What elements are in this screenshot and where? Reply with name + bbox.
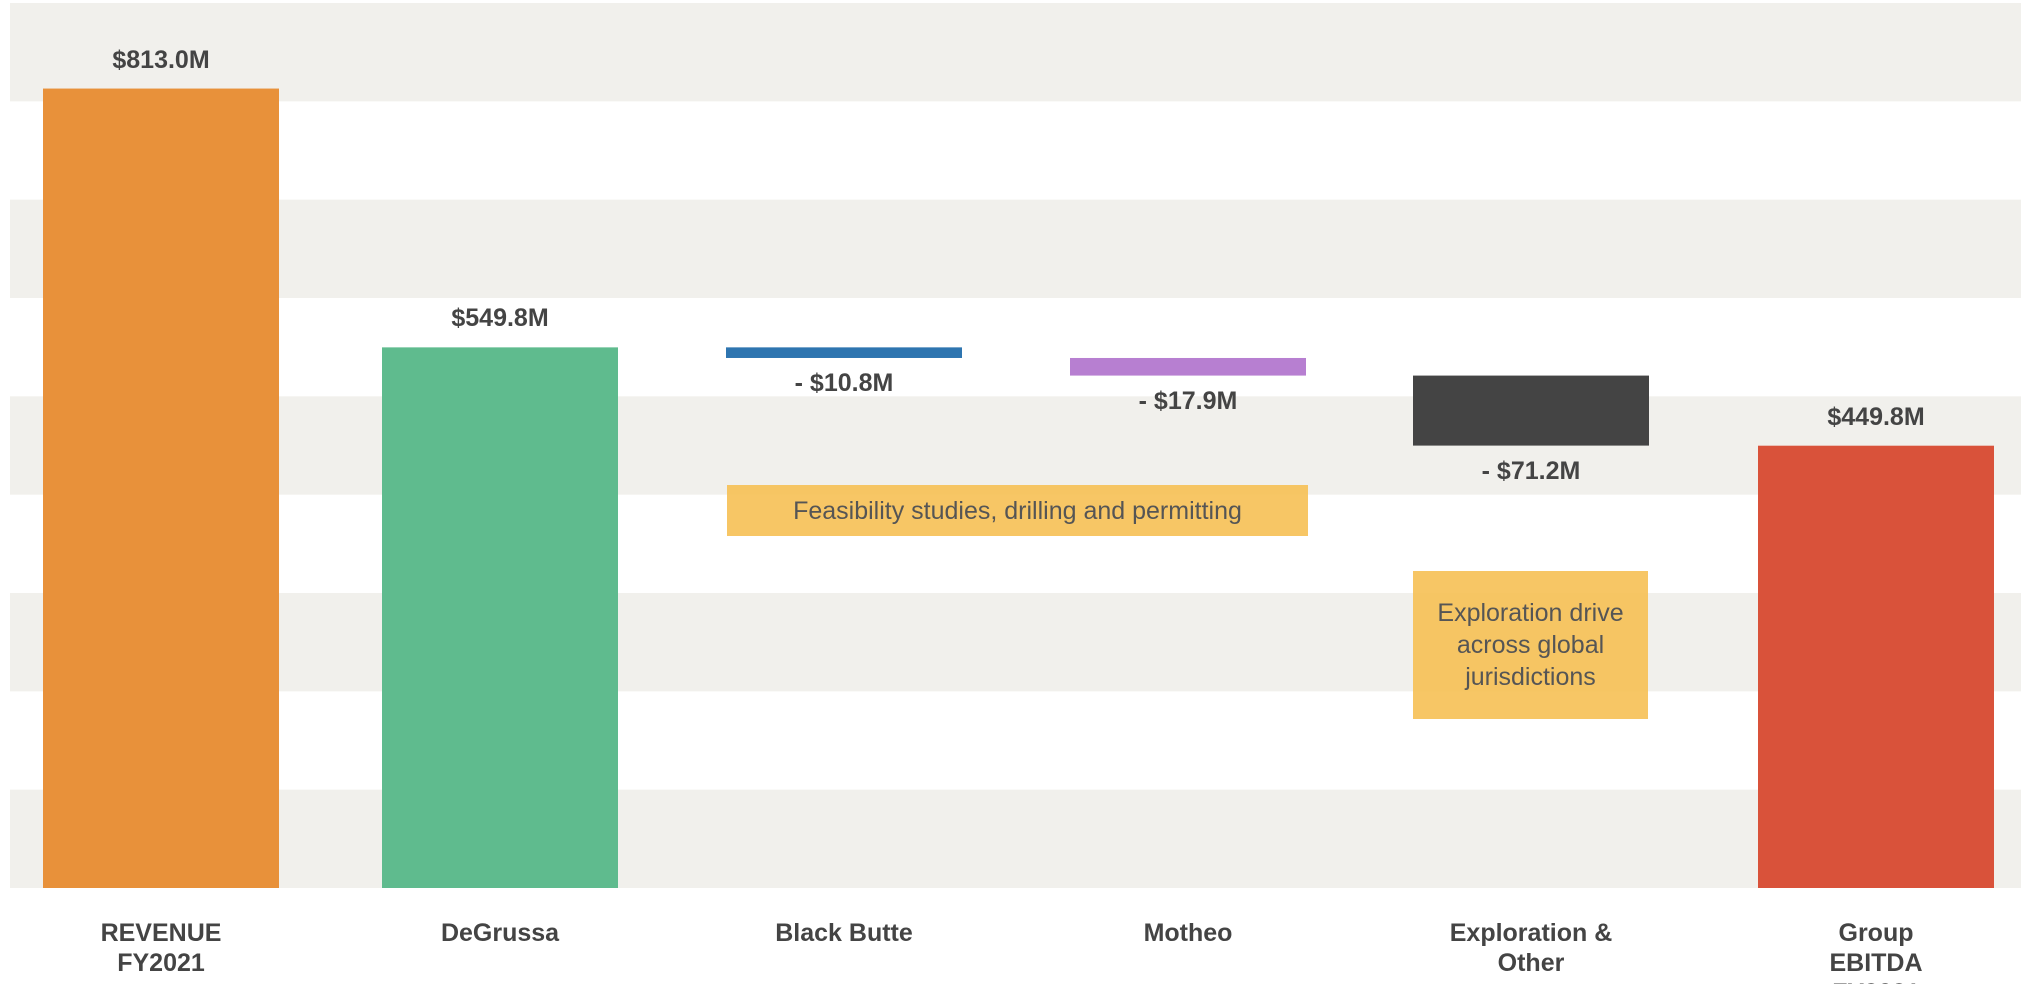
data-label: - $10.8M	[794, 368, 894, 397]
grid-band	[10, 789, 2021, 888]
annotation: Exploration drive across global jurisdic…	[1413, 571, 1648, 719]
bar	[1070, 357, 1306, 376]
bar	[1758, 445, 1994, 888]
grid-band	[10, 396, 2021, 495]
annotation: Feasibility studies, drilling and permit…	[727, 485, 1308, 536]
data-label: $449.8M	[1827, 402, 1925, 431]
x-tick-label: REVENUE FY2021	[100, 919, 222, 977]
x-tick-label: Exploration & Other	[1449, 919, 1613, 977]
bar	[726, 347, 962, 358]
x-tick-label: Motheo	[1143, 919, 1233, 947]
bar	[1413, 375, 1649, 446]
x-tick-label: DeGrussa	[440, 919, 560, 947]
bar	[43, 88, 279, 889]
x-tick-label: Black Butte	[775, 919, 913, 947]
grid-band	[10, 3, 2021, 102]
x-tick-label: Group EBITDA FY2021	[1829, 919, 1923, 984]
grid-band	[10, 593, 2021, 692]
bar	[382, 347, 618, 888]
data-label: - $71.2M	[1481, 456, 1581, 485]
data-label: $549.8M	[451, 304, 549, 333]
data-label: $813.0M	[112, 45, 210, 74]
data-label: - $17.9M	[1138, 386, 1238, 415]
grid-band	[10, 199, 2021, 298]
